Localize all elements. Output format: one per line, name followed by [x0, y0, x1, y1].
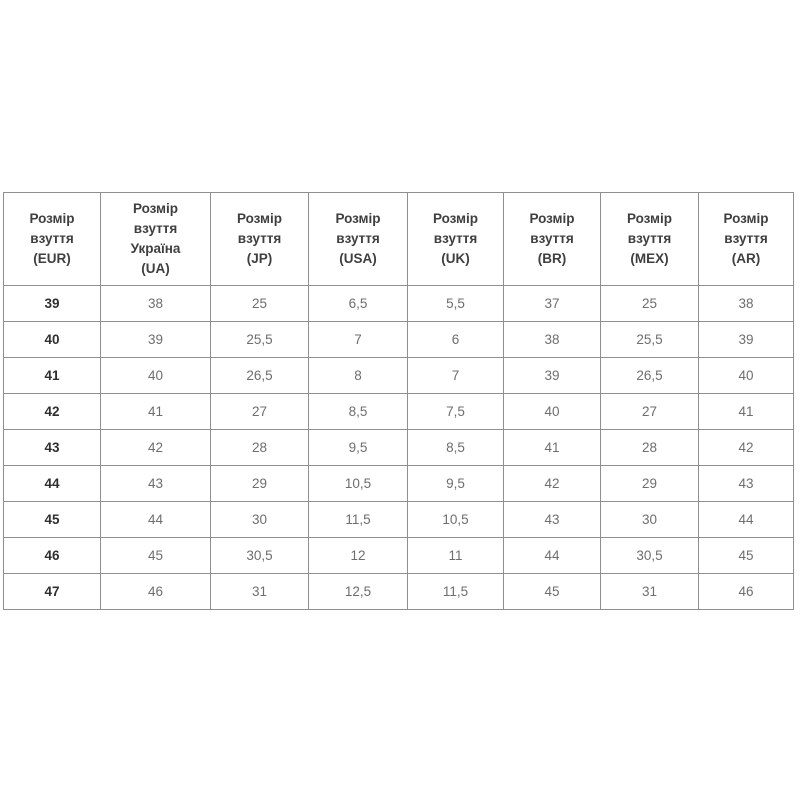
table-cell-ar: 40 [698, 357, 794, 394]
column-header-uk: Розмір взуття (UK) [407, 192, 504, 286]
table-cell-jp: 25 [210, 285, 309, 322]
table-cell-jp: 29 [210, 465, 309, 502]
table-cell-ua: 38 [100, 285, 211, 322]
table-row: 43 42 28 9,5 8,5 41 28 42 [3, 429, 794, 466]
table-cell-ua: 43 [100, 465, 211, 502]
table-row: 47 46 31 12,5 11,5 45 31 46 [3, 573, 794, 610]
table-row: 44 43 29 10,5 9,5 42 29 43 [3, 465, 794, 502]
table-cell-usa: 11,5 [308, 501, 408, 538]
cell-eur-size: 40 [3, 321, 101, 358]
table-cell-br: 41 [503, 429, 601, 466]
table-cell-ar: 43 [698, 465, 794, 502]
table-cell-jp: 27 [210, 393, 309, 430]
column-header-ar: Розмір взуття (AR) [698, 192, 794, 286]
table-row: 42 41 27 8,5 7,5 40 27 41 [3, 393, 794, 430]
table-cell-br: 39 [503, 357, 601, 394]
table-cell-mex: 25,5 [600, 321, 699, 358]
table-cell-ar: 41 [698, 393, 794, 430]
table-cell-ar: 46 [698, 573, 794, 610]
table-cell-usa: 8,5 [308, 393, 408, 430]
table-cell-usa: 6,5 [308, 285, 408, 322]
table-cell-mex: 30 [600, 501, 699, 538]
table-header: Розмір взуття (EUR) Розмір взуття Україна… [3, 192, 794, 286]
table-row: 39 38 25 6,5 5,5 37 25 38 [3, 285, 794, 322]
table-row: 40 39 25,5 7 6 38 25,5 39 [3, 321, 794, 358]
cell-eur-size: 42 [3, 393, 101, 430]
table-cell-ar: 42 [698, 429, 794, 466]
table-cell-usa: 9,5 [308, 429, 408, 466]
cell-eur-size: 44 [3, 465, 101, 502]
table-cell-ua: 45 [100, 537, 211, 574]
table-cell-usa: 10,5 [308, 465, 408, 502]
table-cell-jp: 30,5 [210, 537, 309, 574]
shoe-size-conversion-table: Розмір взуття (EUR) Розмір взуття Україна… [3, 192, 794, 610]
table-cell-br: 45 [503, 573, 601, 610]
table-cell-ar: 44 [698, 501, 794, 538]
table-cell-mex: 29 [600, 465, 699, 502]
table-cell-ua: 41 [100, 393, 211, 430]
table-cell-uk: 11 [407, 537, 504, 574]
table-cell-ua: 39 [100, 321, 211, 358]
column-header-br: Розмір взуття (BR) [503, 192, 601, 286]
cell-eur-size: 47 [3, 573, 101, 610]
cell-eur-size: 41 [3, 357, 101, 394]
cell-eur-size: 45 [3, 501, 101, 538]
table-cell-jp: 30 [210, 501, 309, 538]
column-header-ua: Розмір взуття Україна (UA) [100, 192, 211, 286]
table-cell-uk: 8,5 [407, 429, 504, 466]
table-row: 46 45 30,5 12 11 44 30,5 45 [3, 537, 794, 574]
table-cell-br: 38 [503, 321, 601, 358]
table-cell-mex: 26,5 [600, 357, 699, 394]
table-cell-uk: 7,5 [407, 393, 504, 430]
table-cell-uk: 11,5 [407, 573, 504, 610]
table-cell-ar: 39 [698, 321, 794, 358]
table-row: 41 40 26,5 8 7 39 26,5 40 [3, 357, 794, 394]
table-cell-mex: 31 [600, 573, 699, 610]
table-cell-mex: 30,5 [600, 537, 699, 574]
table-cell-mex: 25 [600, 285, 699, 322]
table-cell-br: 37 [503, 285, 601, 322]
table-cell-usa: 7 [308, 321, 408, 358]
table-cell-jp: 31 [210, 573, 309, 610]
table-cell-ua: 44 [100, 501, 211, 538]
table-cell-uk: 5,5 [407, 285, 504, 322]
table-cell-usa: 8 [308, 357, 408, 394]
table-cell-uk: 7 [407, 357, 504, 394]
table-cell-ar: 45 [698, 537, 794, 574]
table-cell-uk: 10,5 [407, 501, 504, 538]
table-cell-ar: 38 [698, 285, 794, 322]
table-cell-uk: 9,5 [407, 465, 504, 502]
header-row: Розмір взуття (EUR) Розмір взуття Україна… [3, 192, 794, 286]
table-cell-mex: 28 [600, 429, 699, 466]
table-body: 39 38 25 6,5 5,5 37 25 38 40 39 25,5 7 6 38 25,5 39 41 40… [3, 285, 794, 610]
table-cell-ua: 42 [100, 429, 211, 466]
table-cell-jp: 25,5 [210, 321, 309, 358]
table-cell-br: 43 [503, 501, 601, 538]
table-cell-br: 42 [503, 465, 601, 502]
table-cell-ua: 46 [100, 573, 211, 610]
table-cell-br: 44 [503, 537, 601, 574]
cell-eur-size: 39 [3, 285, 101, 322]
table-cell-jp: 28 [210, 429, 309, 466]
table-row: 45 44 30 11,5 10,5 43 30 44 [3, 501, 794, 538]
cell-eur-size: 43 [3, 429, 101, 466]
column-header-mex: Розмір взуття (MEX) [600, 192, 699, 286]
column-header-jp: Розмір взуття (JP) [210, 192, 309, 286]
table-cell-ua: 40 [100, 357, 211, 394]
table-cell-usa: 12 [308, 537, 408, 574]
table-cell-jp: 26,5 [210, 357, 309, 394]
table-cell-mex: 27 [600, 393, 699, 430]
cell-eur-size: 46 [3, 537, 101, 574]
column-header-eur: Розмір взуття (EUR) [3, 192, 101, 286]
table-cell-usa: 12,5 [308, 573, 408, 610]
table-cell-br: 40 [503, 393, 601, 430]
table-cell-uk: 6 [407, 321, 504, 358]
column-header-usa: Розмір взуття (USA) [308, 192, 408, 286]
